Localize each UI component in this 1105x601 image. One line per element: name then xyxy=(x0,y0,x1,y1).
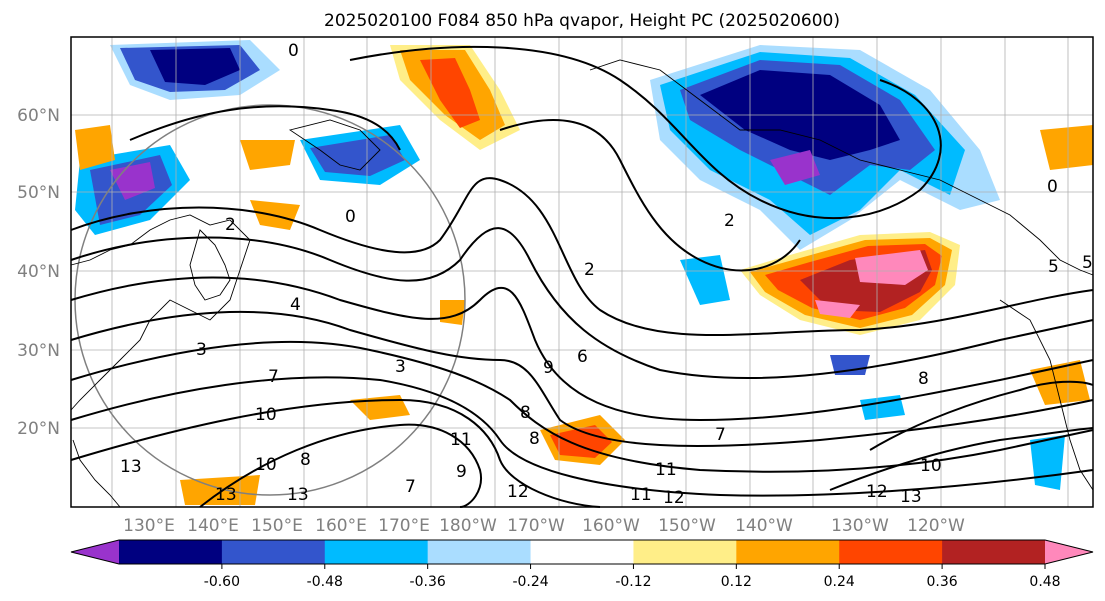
contour-label: 2 xyxy=(724,211,735,231)
contour-label: 8 xyxy=(918,369,929,389)
lon-label: 150°W xyxy=(658,516,716,536)
colorbar-ticks: -0.60 -0.48 -0.36 -0.24 -0.12 0.12 0.24 0.36 0.4… xyxy=(204,564,1061,590)
colorbar-outline xyxy=(70,539,1094,565)
range-circle xyxy=(74,104,466,496)
contour-label: 13 xyxy=(900,487,922,507)
colorbar-bin xyxy=(839,540,943,564)
colorbar-tick-label: 0.12 xyxy=(721,574,752,590)
colorbar-tick-label: 0.24 xyxy=(824,574,855,590)
longitude-labels: 130°E 140°E 150°E 160°E 170°E 180°W 170°… xyxy=(123,516,965,536)
contour-label: 8 xyxy=(529,429,540,449)
contour-label: 7 xyxy=(405,477,416,497)
colorbar-bin xyxy=(633,540,737,564)
contour-label: 12 xyxy=(507,482,529,502)
lon-label: 160°W xyxy=(582,516,640,536)
contour-label: 0 xyxy=(345,207,356,227)
contour-label: 9 xyxy=(456,462,467,482)
lon-label: 140°E xyxy=(187,516,239,536)
contour-label: 3 xyxy=(395,357,406,377)
colorbar-tick-label: 0.36 xyxy=(927,574,958,590)
colorbar-extend-low xyxy=(71,540,119,564)
colorbar-bin xyxy=(942,540,1046,564)
contour-label: 13 xyxy=(120,457,142,477)
contour-label: 5 xyxy=(1082,253,1093,273)
contour-label: 2 xyxy=(584,260,595,280)
contour-label: 11 xyxy=(655,460,677,480)
contour-label: 12 xyxy=(663,488,685,508)
contour-label: 11 xyxy=(630,485,652,505)
contour-label: 11 xyxy=(450,430,472,450)
contour-label: 10 xyxy=(255,405,277,425)
colorbar-tick-label: -0.12 xyxy=(615,574,651,590)
lat-label: 50°N xyxy=(17,183,60,203)
contour-label: 7 xyxy=(268,367,279,387)
lon-label: 130°W xyxy=(831,516,889,536)
contour-label: 13 xyxy=(215,485,237,505)
lon-label: 170°E xyxy=(378,516,430,536)
contour-label: 13 xyxy=(287,485,309,505)
colorbar-tick-label: -0.60 xyxy=(204,574,240,590)
colorbar-extend-high xyxy=(1045,540,1093,564)
coastlines xyxy=(70,59,1094,508)
contour-labels: 0 2 3 4 5 6 7 8 9 10 11 12 13 0 2 3 7 8 … xyxy=(120,41,1093,508)
colorbar xyxy=(70,539,1094,565)
colorbar-tick-label: 0.48 xyxy=(1029,574,1060,590)
lat-label: 30°N xyxy=(17,341,60,361)
lon-label: 170°W xyxy=(507,516,565,536)
colorbar-bin xyxy=(221,540,326,564)
colorbar-bin xyxy=(530,540,634,564)
contour-label: 8 xyxy=(300,450,311,470)
contour-label: 9 xyxy=(543,358,554,378)
colorbar-bin xyxy=(736,540,840,564)
lon-label: 130°E xyxy=(123,516,175,536)
colorbar-bin xyxy=(427,540,532,564)
latitude-labels: 60°N 50°N 40°N 30°N 20°N xyxy=(17,106,60,439)
contour-label: 8 xyxy=(520,403,531,423)
contour-label: 10 xyxy=(255,455,277,475)
colorbar-tick-label: -0.48 xyxy=(307,574,343,590)
contour-label: 6 xyxy=(577,347,588,367)
lat-label: 40°N xyxy=(17,262,60,282)
graticule xyxy=(71,37,1093,507)
height-contours xyxy=(70,45,1094,508)
lon-label: 150°E xyxy=(251,516,303,536)
contour-label: 2 xyxy=(225,215,236,235)
lon-label: 120°W xyxy=(907,516,965,536)
map-title: 2025020100 F084 850 hPa qvapor, Height P… xyxy=(324,11,840,31)
lat-label: 60°N xyxy=(17,106,60,126)
contour-label: 5 xyxy=(1048,257,1059,277)
contour-label: 10 xyxy=(920,456,942,476)
map-border xyxy=(70,36,1094,508)
map-panel: 0 2 3 4 5 6 7 8 9 10 11 12 13 0 2 3 7 8 … xyxy=(70,36,1094,508)
lon-label: 160°E xyxy=(315,516,367,536)
contour-label: 0 xyxy=(1047,177,1058,197)
contour-label: 3 xyxy=(196,340,207,360)
colorbar-tick-label: -0.24 xyxy=(512,574,548,590)
colorbar-tick-label: -0.36 xyxy=(410,574,446,590)
lat-label: 20°N xyxy=(17,419,60,439)
lon-label: 140°W xyxy=(735,516,793,536)
contour-label: 4 xyxy=(290,295,301,315)
lon-label: 180°W xyxy=(439,516,497,536)
colorbar-bin xyxy=(119,540,223,564)
contour-label: 12 xyxy=(866,482,888,502)
contour-label: 7 xyxy=(715,425,726,445)
colorbar-bin xyxy=(324,540,429,564)
contour-label: 0 xyxy=(288,41,299,61)
